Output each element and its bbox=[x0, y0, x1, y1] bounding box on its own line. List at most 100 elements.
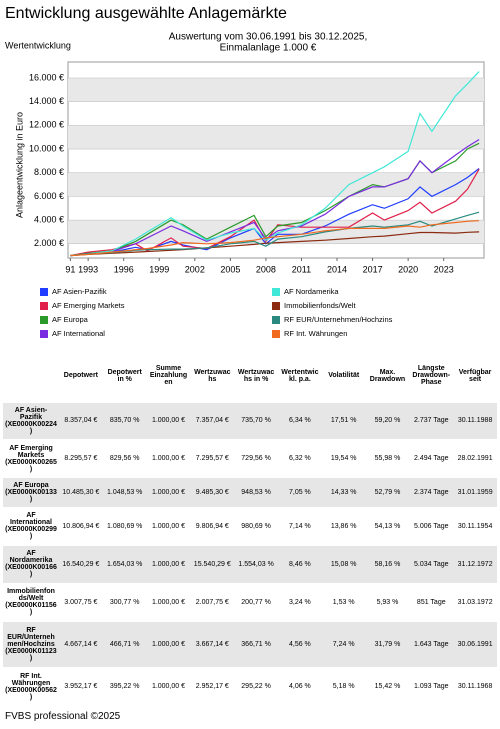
legend-label: RF Int. Währungen bbox=[284, 329, 347, 338]
table-cell: 1.000,00 € bbox=[146, 507, 191, 546]
header-cell: Summe Einzahlungen bbox=[146, 350, 191, 403]
table-cell: 2.737 Tage bbox=[409, 402, 454, 441]
table-cell: 2.952,17 € bbox=[190, 667, 235, 706]
legend-swatch bbox=[40, 330, 48, 338]
table-cell: 1.000,00 € bbox=[146, 477, 191, 508]
legend-swatch bbox=[40, 302, 48, 310]
row-header: RF EUR/Unternehmen/Hochzins (XE0000K0112… bbox=[3, 621, 59, 669]
table-cell: 5.034 Tage bbox=[409, 545, 454, 584]
table-cell: 55,98 % bbox=[365, 439, 410, 479]
header-cell: Wertentwickl. p.a. bbox=[277, 350, 322, 403]
subtitle: Einmalanlage 1.000 € bbox=[220, 43, 317, 54]
y-tick-label: 8.000 € bbox=[34, 167, 64, 177]
x-tick-label: 2020 bbox=[398, 264, 418, 274]
table-cell: 14,33 % bbox=[321, 477, 366, 508]
x-tick-label: 2014 bbox=[327, 264, 347, 274]
table-cell: 17,51 % bbox=[321, 402, 366, 441]
table-cell: 300,77 % bbox=[102, 583, 147, 622]
legend-swatch bbox=[40, 288, 48, 296]
table-cell: 30.11.1968 bbox=[453, 667, 497, 706]
table-row: AF Europa (XE0000K00133) 10.485,30 €1.048… bbox=[3, 477, 497, 508]
legend-label: AF Nordamerika bbox=[284, 287, 339, 296]
x-tick-label: 91 bbox=[65, 264, 75, 274]
y-axis-label: Anlageentwicklung in Euro bbox=[14, 112, 24, 218]
header-cell: Wertzuwachs in % bbox=[234, 350, 278, 403]
series-line bbox=[70, 138, 480, 257]
y-tick-label: 12.000 € bbox=[29, 120, 64, 130]
table-cell: 10.806,94 € bbox=[59, 507, 103, 546]
table-cell: 3.667,14 € bbox=[190, 621, 235, 669]
header-cell: Längste Drawdown-Phase bbox=[409, 350, 454, 403]
table-cell: 58,16 % bbox=[365, 545, 410, 584]
table-cell: 9.485,30 € bbox=[190, 477, 235, 508]
table-cell: 729,56 % bbox=[234, 439, 278, 479]
legend-swatch bbox=[272, 330, 280, 338]
header-cell bbox=[3, 350, 59, 403]
table-cell: 4,06 % bbox=[277, 667, 322, 706]
table-cell: 7,05 % bbox=[277, 477, 322, 508]
y-tick-label: 14.000 € bbox=[29, 96, 64, 106]
table-row: AF International (XE0000K00299) 10.806,94… bbox=[3, 507, 497, 546]
table-cell: 31.12.1972 bbox=[453, 545, 497, 584]
series-line bbox=[70, 71, 480, 257]
table-cell: 1.000,00 € bbox=[146, 583, 191, 622]
table-row: RF EUR/Unternehmen/Hochzins (XE0000K0112… bbox=[3, 621, 497, 669]
table-cell: 835,70 % bbox=[102, 402, 147, 441]
table-cell: 54,13 % bbox=[365, 507, 410, 546]
table-row: AF Emerging Markets (XE0000K00265) 8.295,… bbox=[3, 439, 497, 479]
grid-band bbox=[68, 172, 484, 197]
table-cell: 30.11.1954 bbox=[453, 507, 497, 546]
table-cell: 8.357,04 € bbox=[59, 402, 103, 441]
table-cell: 829,56 % bbox=[102, 439, 147, 479]
table-cell: 3.952,17 € bbox=[59, 667, 103, 706]
series-line bbox=[70, 231, 480, 257]
table-cell: 1.000,00 € bbox=[146, 621, 191, 669]
table-cell: 1.643 Tage bbox=[409, 621, 454, 669]
table-cell: 948,53 % bbox=[234, 477, 278, 508]
table-cell: 851 Tage bbox=[409, 583, 454, 622]
table-cell: 735,70 % bbox=[234, 402, 278, 441]
x-tick-label: 1993 bbox=[78, 264, 98, 274]
series-line bbox=[70, 211, 480, 257]
legend-label: AF Europa bbox=[52, 315, 89, 324]
legend-swatch bbox=[272, 288, 280, 296]
row-header: AF International (XE0000K00299) bbox=[3, 507, 59, 546]
table-cell: 30.11.1988 bbox=[453, 402, 497, 441]
table-cell: 6,32 % bbox=[277, 439, 322, 479]
table-cell: 2.007,75 € bbox=[190, 583, 235, 622]
table-cell: 5.006 Tage bbox=[409, 507, 454, 546]
row-header: AF Asien-Pazifik (XE0000K00224) bbox=[3, 402, 59, 441]
footer: FVBS professional ©2025 bbox=[5, 711, 121, 722]
header-cell: Volatilität bbox=[321, 350, 366, 403]
x-tick-label: 1999 bbox=[149, 264, 169, 274]
table-cell: 31,79 % bbox=[365, 621, 410, 669]
table-cell: 5,93 % bbox=[365, 583, 410, 622]
table-cell: 3.007,75 € bbox=[59, 583, 103, 622]
table-cell: 28.02.1991 bbox=[453, 439, 497, 479]
table-cell: 15,08 % bbox=[321, 545, 366, 584]
x-tick-label: 2005 bbox=[220, 264, 240, 274]
row-header: Immobilienfonds/Welt (XE0000K01156) bbox=[3, 583, 59, 622]
table-cell: 1.000,00 € bbox=[146, 402, 191, 441]
table-cell: 5,18 % bbox=[321, 667, 366, 706]
y-tick-label: 10.000 € bbox=[29, 143, 64, 153]
table-cell: 9.806,94 € bbox=[190, 507, 235, 546]
table-cell: 1.093 Tage bbox=[409, 667, 454, 706]
table-cell: 7,14 % bbox=[277, 507, 322, 546]
table-cell: 52,79 % bbox=[365, 477, 410, 508]
subtitle: Auswertung vom 30.06.1991 bis 30.12.2025… bbox=[169, 32, 367, 43]
x-tick-label: 2008 bbox=[256, 264, 276, 274]
grid-band bbox=[68, 125, 484, 150]
legend-swatch bbox=[272, 316, 280, 324]
table-cell: 1.000,00 € bbox=[146, 667, 191, 706]
table-cell: 1,53 % bbox=[321, 583, 366, 622]
table-cell: 15.540,29 € bbox=[190, 545, 235, 584]
legend-swatch bbox=[40, 316, 48, 324]
legend-label: AF Asien-Pazifik bbox=[52, 287, 107, 296]
header-row: Depotwert Depotwert in % Summe Einzahlunge… bbox=[3, 350, 497, 403]
table-cell: 7.357,04 € bbox=[190, 402, 235, 441]
legend-label: AF Emerging Markets bbox=[52, 301, 125, 310]
series-line bbox=[70, 220, 480, 257]
table-cell: 8.295,57 € bbox=[59, 439, 103, 479]
